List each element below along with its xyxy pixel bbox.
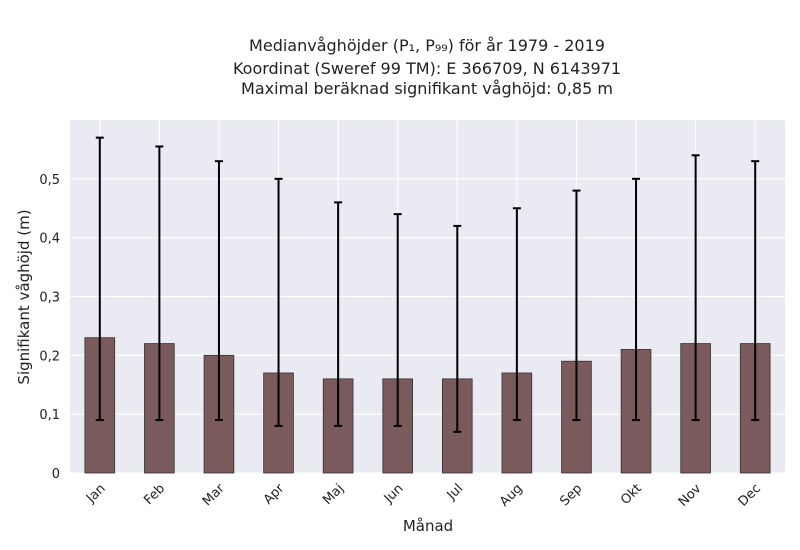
x-tick-label-sep: Sep — [557, 481, 585, 509]
y-tick-label: 0,5 — [39, 173, 60, 188]
y-tick-label: 0,3 — [39, 291, 60, 306]
x-tick-label-feb: Feb — [141, 481, 168, 508]
x-tick-label-nov: Nov — [676, 481, 705, 510]
error-bar-aug — [512, 207, 521, 422]
chart-title-line-1: Medianvåghöjder (P₁, P₉₉) för år 1979 - … — [249, 36, 605, 55]
chart-title-line-2: Koordinat (Sweref 99 TM): E 366709, N 61… — [233, 59, 621, 78]
chart-title: Medianvåghöjder (P₁, P₉₉) för år 1979 - … — [233, 36, 621, 98]
y-tick-label: 0,4 — [39, 232, 60, 247]
x-tick-label-maj: Maj — [320, 481, 347, 508]
x-axis-label: Månad — [403, 517, 453, 535]
x-tick-label-apr: Apr — [261, 481, 288, 508]
x-tick-label-mar: Mar — [200, 481, 228, 509]
y-axis-label: Signifikant våghöjd (m) — [15, 209, 33, 384]
error-bar-jan — [95, 136, 104, 422]
error-bar-okt — [632, 177, 641, 422]
x-tick-label-okt: Okt — [618, 481, 645, 508]
error-bar-series — [95, 136, 760, 433]
error-bar-nov — [691, 154, 700, 422]
x-tick-label-aug: Aug — [497, 481, 526, 510]
x-tick-label-jan: Jan — [83, 481, 108, 506]
x-tick-label-jun: Jun — [381, 481, 407, 507]
error-bar-dec — [751, 160, 760, 422]
error-bar-maj — [334, 201, 343, 427]
chart-title-line-3: Maximal beräknad signifikant våghöjd: 0,… — [241, 79, 613, 98]
x-axis-ticks: Jan Feb Mar Apr Maj Jun Jul Aug Sep Okt Nov Dec — [83, 481, 764, 510]
error-bar-sep — [572, 189, 581, 422]
error-bar-mar — [214, 160, 223, 422]
error-bar-feb — [155, 145, 164, 422]
error-bar-apr — [274, 177, 283, 427]
x-tick-label-dec: Dec — [736, 481, 764, 509]
y-tick-label: 0,2 — [39, 349, 60, 364]
y-tick-label: 0,1 — [39, 408, 60, 423]
y-axis-ticks: 0 0,1 0,2 0,3 0,4 0,5 — [39, 173, 60, 482]
error-bar-jul — [453, 224, 462, 433]
y-tick-label: 0 — [52, 467, 60, 482]
x-tick-label-jul: Jul — [444, 481, 466, 503]
error-bar-jun — [393, 213, 402, 427]
